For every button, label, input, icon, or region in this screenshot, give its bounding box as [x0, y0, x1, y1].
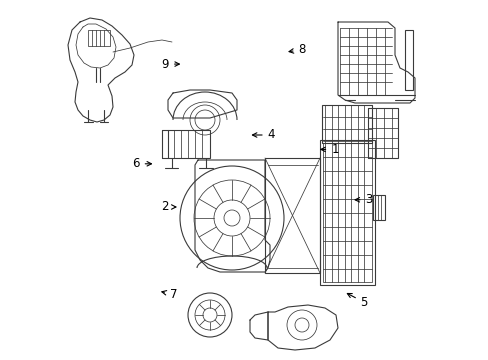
Bar [88, 30, 110, 46]
Bar [264, 158, 319, 273]
Text: 2: 2 [161, 201, 176, 213]
Text: 5: 5 [346, 293, 367, 309]
Text: 7: 7 [162, 288, 177, 301]
Text: 8: 8 [288, 43, 305, 56]
Bar [367, 108, 397, 158]
Bar [372, 195, 384, 220]
Text: 3: 3 [354, 193, 372, 206]
Text: 6: 6 [132, 157, 151, 170]
Text: 4: 4 [252, 129, 275, 141]
Bar [168, 130, 209, 158]
Bar [321, 105, 371, 143]
Bar [404, 30, 412, 90]
Text: 9: 9 [161, 58, 179, 71]
Bar [319, 140, 374, 285]
Bar [323, 143, 371, 282]
Text: 1: 1 [320, 143, 338, 156]
